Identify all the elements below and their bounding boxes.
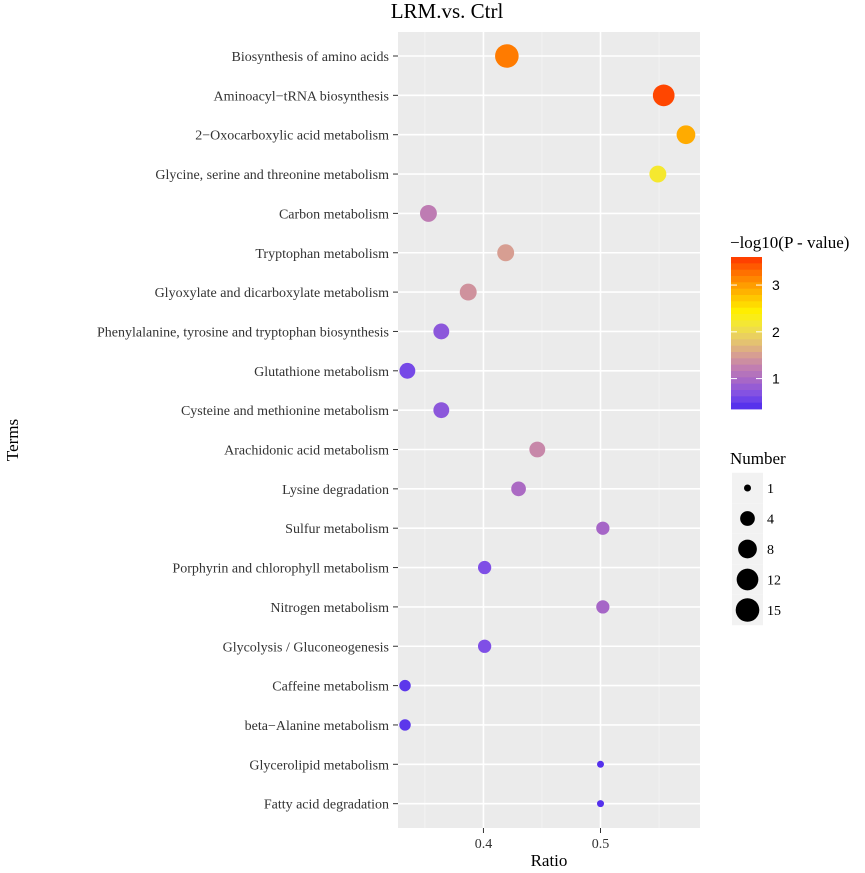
data-point xyxy=(529,441,546,458)
color-bar-segment xyxy=(731,377,762,385)
data-point xyxy=(649,165,667,183)
data-point xyxy=(511,481,526,497)
y-axis-label: Terms xyxy=(3,419,22,461)
grid-minor xyxy=(424,32,660,828)
chart-title: LRM.vs. Ctrl xyxy=(391,0,504,23)
color-bar-segment xyxy=(731,257,762,264)
y-tick-label: Carbon metabolism xyxy=(279,207,389,222)
data-point xyxy=(433,402,450,419)
size-key-label: 15 xyxy=(767,604,781,619)
color-tick-label: 1 xyxy=(772,371,780,387)
y-tick-label: Glyoxylate and dicarboxylate metabolism xyxy=(155,286,390,301)
y-tick-label: Porphyrin and chlorophyll metabolism xyxy=(172,562,389,577)
y-tick-label: Cysteine and methionine metabolism xyxy=(181,404,389,419)
y-axis: Biosynthesis of amino acids Aminoacyl−tRN… xyxy=(97,50,398,813)
color-bar-segment xyxy=(731,364,762,372)
color-bar-segment xyxy=(731,345,762,353)
color-bar-segment xyxy=(731,352,762,359)
size-key-label: 4 xyxy=(767,513,774,528)
color-bar-segment xyxy=(731,307,762,315)
data-point xyxy=(399,679,411,692)
color-bar-segment xyxy=(731,358,762,366)
y-tick-label: Biosynthesis of amino acids xyxy=(232,50,390,65)
x-tick-label: 0.5 xyxy=(592,837,610,852)
data-point xyxy=(477,560,492,575)
y-tick-label: Nitrogen metabolism xyxy=(270,601,389,616)
size-legend-keys: 1 4 8 12 15 xyxy=(732,472,781,626)
data-point xyxy=(597,800,605,808)
size-key-label: 12 xyxy=(767,574,781,589)
size-key-dot xyxy=(744,484,751,492)
color-bar-segment xyxy=(731,390,762,397)
y-tick-label: Aminoacyl−tRNA biosynthesis xyxy=(213,89,389,104)
color-bar xyxy=(731,257,762,410)
data-point xyxy=(477,639,492,653)
size-key-label: 8 xyxy=(767,543,774,558)
size-key-dot xyxy=(738,539,757,559)
color-bar-segment xyxy=(731,383,762,391)
color-tick-label: 2 xyxy=(772,324,780,340)
color-bar-segment xyxy=(731,263,762,271)
color-bar-segment xyxy=(731,301,762,309)
y-tick-label: 2−Oxocarboxylic acid metabolism xyxy=(195,129,389,144)
color-bar-segment xyxy=(731,282,762,290)
data-point xyxy=(433,323,450,340)
y-tick-label: Fatty acid degradation xyxy=(264,798,389,813)
size-key-dot xyxy=(736,568,759,591)
y-tick-label: Glycerolipid metabolism xyxy=(249,758,389,773)
color-bar-segment xyxy=(731,396,762,404)
data-points xyxy=(399,44,696,808)
plot-panel xyxy=(398,32,700,828)
data-point xyxy=(652,84,675,107)
data-point xyxy=(597,760,605,768)
size-legend-title: Number xyxy=(730,449,786,468)
data-point xyxy=(497,244,515,262)
grid-major xyxy=(398,32,700,828)
y-tick-label: Sulfur metabolism xyxy=(285,522,389,537)
color-legend-ticks: 1 2 3 xyxy=(731,277,780,387)
data-point xyxy=(459,283,477,301)
color-bar-segment xyxy=(731,333,762,340)
data-point xyxy=(596,600,610,614)
color-legend: −log10(P - value) 1 2 3 xyxy=(730,233,849,410)
color-bar-segment xyxy=(731,295,762,302)
y-tick-label: Phenylalanine, tyrosine and tryptophan b… xyxy=(97,325,389,340)
y-tick-label: Lysine degradation xyxy=(282,483,389,498)
color-bar-segment xyxy=(731,276,762,283)
y-tick-label: Caffeine metabolism xyxy=(272,680,389,695)
color-bar-segment xyxy=(731,314,762,321)
x-axis-label: Ratio xyxy=(531,851,568,870)
y-tick-label: Glycine, serine and threonine metabolism xyxy=(155,168,389,183)
y-tick-label: Tryptophan metabolism xyxy=(255,247,389,262)
color-legend-title: −log10(P - value) xyxy=(730,233,849,252)
size-key-label: 1 xyxy=(767,482,774,497)
color-bar-segment xyxy=(731,326,762,334)
y-tick-label: beta−Alanine metabolism xyxy=(245,719,389,734)
data-point xyxy=(399,362,416,379)
size-legend: Number 1 4 8 12 15 xyxy=(730,449,786,626)
y-tick-label: Glycolysis / Gluconeogenesis xyxy=(223,640,389,655)
size-key-dot xyxy=(735,598,760,622)
size-key-dot xyxy=(740,511,755,526)
x-axis: 0.4 0.5 xyxy=(475,828,610,852)
color-bar-segment xyxy=(731,269,762,277)
data-point xyxy=(419,204,437,222)
data-point xyxy=(399,719,411,731)
color-bar-segment xyxy=(731,320,762,328)
data-point xyxy=(495,44,519,68)
y-tick-label: Glutathione metabolism xyxy=(254,365,389,380)
data-point xyxy=(676,125,696,145)
x-tick-label: 0.4 xyxy=(475,837,493,852)
color-bar-segment xyxy=(731,371,762,378)
color-tick-label: 3 xyxy=(772,277,780,293)
color-bar-segment xyxy=(731,339,762,347)
y-tick-label: Arachidonic acid metabolism xyxy=(224,444,389,459)
color-bar-segment xyxy=(731,288,762,296)
data-point xyxy=(596,521,610,535)
color-bar-segment xyxy=(731,402,762,410)
